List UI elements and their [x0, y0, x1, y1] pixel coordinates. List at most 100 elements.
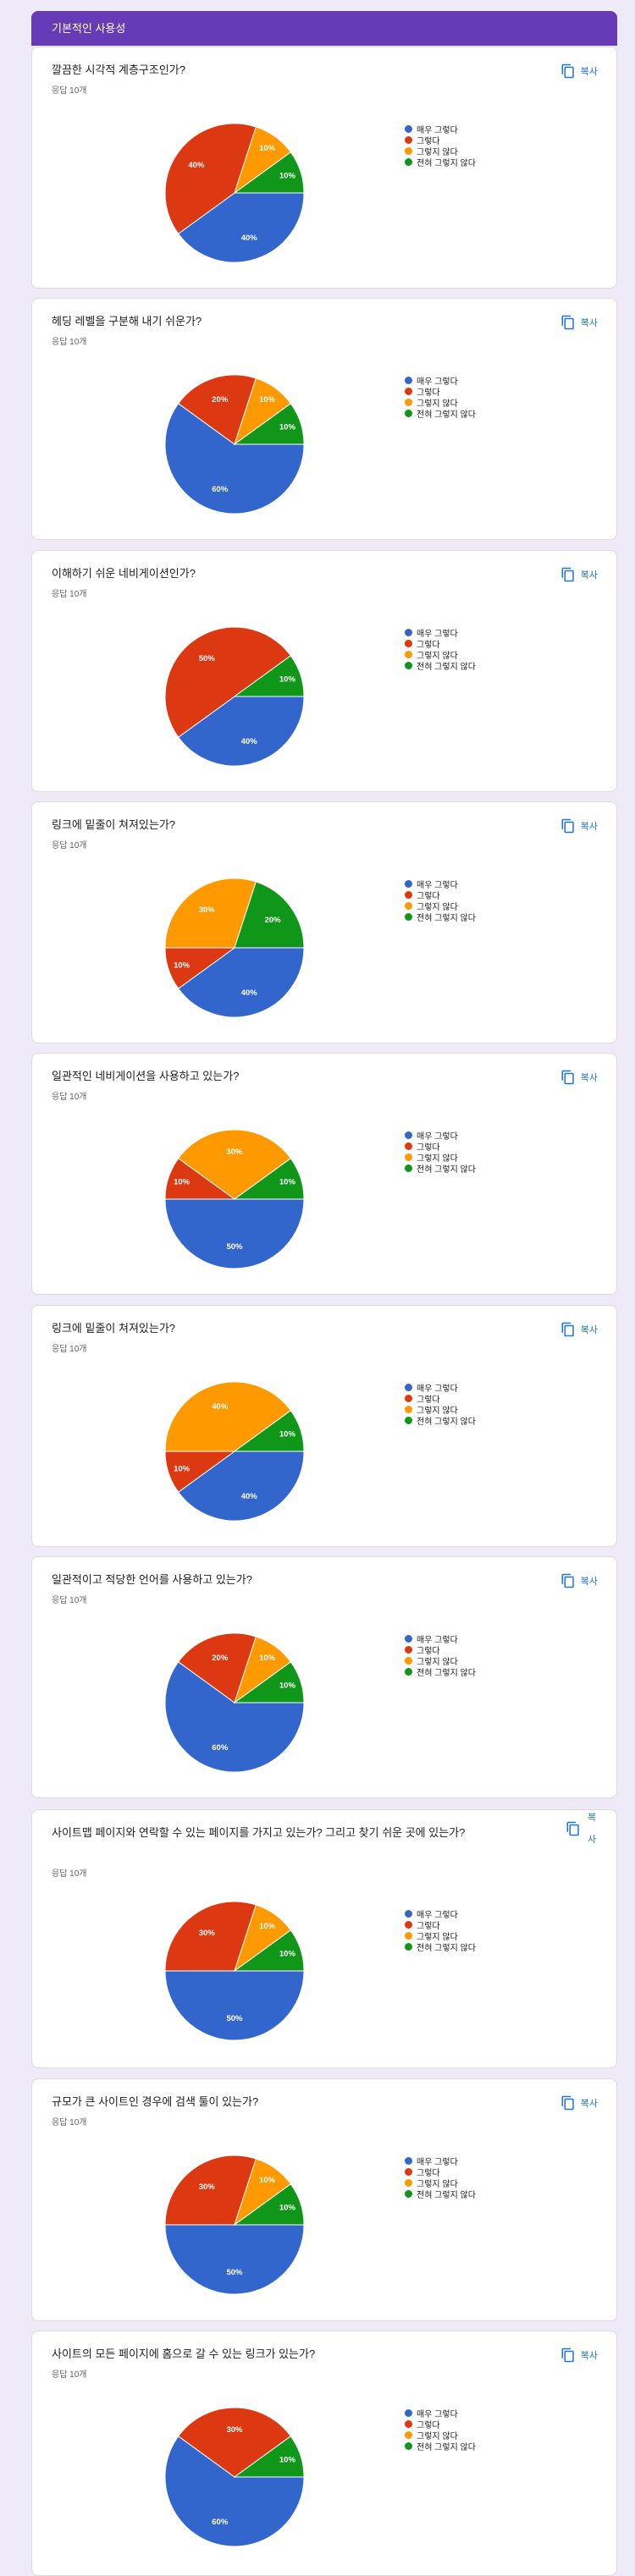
legend-item[interactable]: 전혀 그렇지 않다	[405, 408, 476, 420]
pie-slice[interactable]	[177, 696, 305, 767]
pie-slice[interactable]	[177, 374, 257, 445]
copy-button[interactable]: 복사	[560, 61, 598, 81]
legend-item[interactable]: 그렇다	[405, 889, 476, 901]
copy-button[interactable]: 복사	[560, 2093, 598, 2113]
legend-item[interactable]: 매우 그렇다	[405, 2408, 476, 2419]
legend-color-dot	[405, 1406, 412, 1413]
legend-item[interactable]: 전혀 그렇지 않다	[405, 1666, 476, 1678]
legend-item[interactable]: 매우 그렇다	[405, 627, 476, 639]
pie-slice[interactable]	[164, 1198, 305, 1269]
legend-item[interactable]: 그렇다	[405, 1644, 476, 1656]
legend-item[interactable]: 전혀 그렇지 않다	[405, 157, 476, 168]
legend-label: 매우 그렇다	[417, 126, 458, 135]
legend-item[interactable]: 그렇지 않다	[405, 1404, 476, 1416]
pie-slice[interactable]	[164, 1970, 305, 2041]
copy-button[interactable]: 복사	[560, 2345, 598, 2365]
legend-item[interactable]: 전혀 그렇지 않다	[405, 660, 476, 672]
legend-label: 매우 그렇다	[417, 1911, 458, 1920]
legend-item[interactable]: 그렇지 않다	[405, 2430, 476, 2441]
legend-item[interactable]: 그렇지 않다	[405, 2177, 476, 2189]
pie-slice[interactable]	[164, 2155, 257, 2226]
copy-button[interactable]: 복사	[566, 1813, 598, 1845]
question-card: 링크에 밑줄이 쳐져있는가? 응답 10개 복사 40% 10% 40% 10% 매우 그렇다…	[31, 1305, 617, 1547]
legend-label: 그렇다	[417, 1647, 440, 1656]
legend-label: 그렇다	[417, 388, 440, 398]
legend-item[interactable]: 전혀 그렇지 않다	[405, 911, 476, 923]
copy-button[interactable]: 복사	[560, 1067, 598, 1087]
legend-item[interactable]: 매우 그렇다	[405, 1130, 476, 1142]
legend-item[interactable]: 그렇지 않다	[405, 1930, 476, 1942]
pie-chart: 50% 10% 30% 10%	[164, 1129, 305, 1269]
legend-label: 전혀 그렇지 않다	[417, 914, 476, 923]
legend-item[interactable]: 매우 그렇다	[405, 375, 476, 387]
legend-item[interactable]: 전혀 그렇지 않다	[405, 1941, 476, 1953]
question-title: 사이트맵 페이지와 연락할 수 있는 페이지를 가지고 있는가? 그리고 찾기 …	[52, 1826, 466, 1839]
copy-button[interactable]: 복사	[560, 564, 598, 585]
legend-item[interactable]: 그렇다	[405, 135, 476, 146]
legend-item[interactable]: 그렇다	[405, 386, 476, 398]
copy-button[interactable]: 복사	[560, 1319, 598, 1340]
legend-item[interactable]: 그렇지 않다	[405, 900, 476, 912]
pie-slice-label: 40%	[241, 988, 258, 998]
legend-item[interactable]: 그렇다	[405, 2166, 476, 2178]
legend-item[interactable]: 그렇지 않다	[405, 1655, 476, 1667]
pie-slice[interactable]	[164, 878, 257, 949]
pie-slice[interactable]	[177, 1450, 305, 1522]
copy-button[interactable]: 복사	[560, 1571, 598, 1591]
legend-item[interactable]: 매우 그렇다	[405, 1633, 476, 1645]
pie-slice[interactable]	[177, 1129, 292, 1200]
legend-item[interactable]: 매우 그렇다	[405, 1382, 476, 1394]
pie-slice[interactable]	[233, 1661, 305, 1704]
pie-slice[interactable]	[164, 1381, 292, 1452]
pie-slice[interactable]	[233, 1158, 305, 1200]
legend-label: 매우 그렇다	[417, 630, 458, 639]
pie-slice[interactable]	[164, 1661, 305, 1773]
response-count: 응답 10개	[52, 2118, 87, 2127]
legend-item[interactable]: 매우 그렇다	[405, 124, 476, 135]
copy-button[interactable]: 복사	[560, 312, 598, 333]
legend-item[interactable]: 전혀 그렇지 않다	[405, 1163, 476, 1175]
legend-item[interactable]: 전혀 그렇지 않다	[405, 2441, 476, 2452]
pie-slice[interactable]	[233, 2183, 305, 2226]
legend-item[interactable]: 그렇지 않다	[405, 1152, 476, 1164]
legend-item[interactable]: 그렇지 않다	[405, 146, 476, 157]
pie-slice[interactable]	[233, 151, 305, 194]
legend-item[interactable]: 매우 그렇다	[405, 2155, 476, 2167]
copy-button[interactable]: 복사	[560, 816, 598, 836]
pie-slice[interactable]	[177, 2407, 292, 2478]
copy-icon	[561, 1573, 574, 1588]
pie-slice[interactable]	[177, 192, 305, 263]
legend-item[interactable]: 그렇다	[405, 2419, 476, 2430]
pie-slice[interactable]	[164, 626, 292, 738]
pie-slice[interactable]	[164, 403, 305, 515]
legend-item[interactable]: 그렇지 않다	[405, 397, 476, 409]
legend-label: 그렇지 않다	[417, 2432, 458, 2441]
copy-label: 복사	[580, 1577, 598, 1587]
legend-color-dot	[405, 891, 412, 899]
pie-slice[interactable]	[233, 403, 305, 445]
legend-item[interactable]: 매우 그렇다	[405, 1908, 476, 1920]
pie-slice[interactable]	[177, 947, 305, 1018]
legend-item[interactable]: 전혀 그렇지 않다	[405, 1415, 476, 1427]
legend-item[interactable]: 매우 그렇다	[405, 878, 476, 890]
pie-slice[interactable]	[234, 881, 305, 949]
pie-slice[interactable]	[233, 655, 305, 697]
pie-slice[interactable]	[164, 2224, 305, 2295]
legend-item[interactable]: 그렇다	[405, 1141, 476, 1153]
legend-item[interactable]: 그렇지 않다	[405, 649, 476, 661]
question-card: 일관적인 네비게이션을 사용하고 있는가? 응답 10개 복사 50% 10% 30% 10…	[31, 1053, 617, 1295]
pie-slice[interactable]	[177, 1632, 257, 1704]
legend-item[interactable]: 그렇다	[405, 638, 476, 650]
pie-slice[interactable]	[233, 2436, 305, 2478]
pie-slice[interactable]	[164, 2436, 305, 2547]
legend-label: 전혀 그렇지 않다	[417, 1944, 476, 1953]
question-title: 링크에 밑줄이 쳐져있는가?	[52, 818, 176, 831]
legend-item[interactable]: 전혀 그렇지 않다	[405, 2188, 476, 2200]
pie-slice[interactable]	[164, 123, 257, 234]
pie-slice[interactable]	[164, 1901, 257, 1972]
pie-slice[interactable]	[233, 1410, 305, 1452]
pie-slice[interactable]	[233, 1929, 305, 1972]
pie-slice-label: 60%	[212, 485, 229, 494]
legend-item[interactable]: 그렇다	[405, 1919, 476, 1931]
legend-item[interactable]: 그렇다	[405, 1393, 476, 1405]
